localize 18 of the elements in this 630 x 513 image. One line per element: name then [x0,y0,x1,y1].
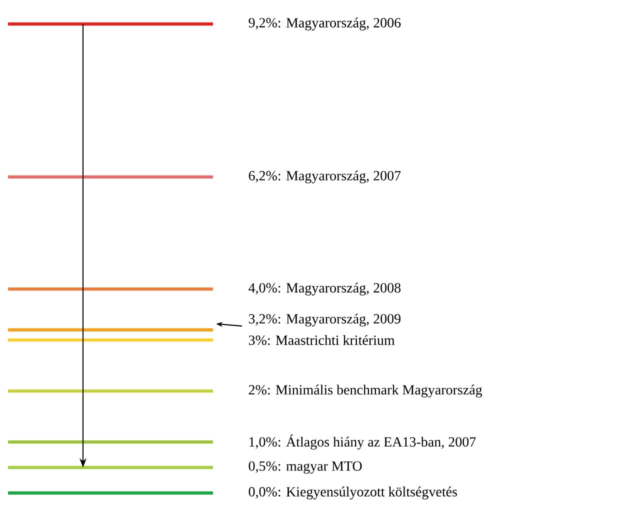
data-label: 0,5%: [248,461,280,473]
data-label: 6,2%: [248,170,280,182]
data-label: 2%: [248,385,270,395]
category-label: Magyarország, 2007 [286,170,401,184]
data-label: 4,0%: [248,283,280,295]
data-label: 0,0%: [248,487,280,499]
category-label: Magyarország, 2008 [286,282,401,296]
data-label: 9,2%: [248,18,280,30]
data-label: 1,0%: [250,437,280,449]
category-label: Maastrichti kritérium [276,335,395,345]
category-label: Magyarország, 2009 [286,314,400,326]
category-label: Minimális benchmark Magyarország [276,384,482,398]
data-label: 3%: [248,336,270,346]
data-label: 3,2%: [248,314,280,326]
category-label: Magyarország, 2006 [286,18,401,30]
category-label: Átlagos hiány az EA13-ban, 2007 [286,434,476,450]
category-label: Kiegyensúlyozott költségvetés [286,486,457,500]
category-label: magyar MTO [286,461,362,474]
